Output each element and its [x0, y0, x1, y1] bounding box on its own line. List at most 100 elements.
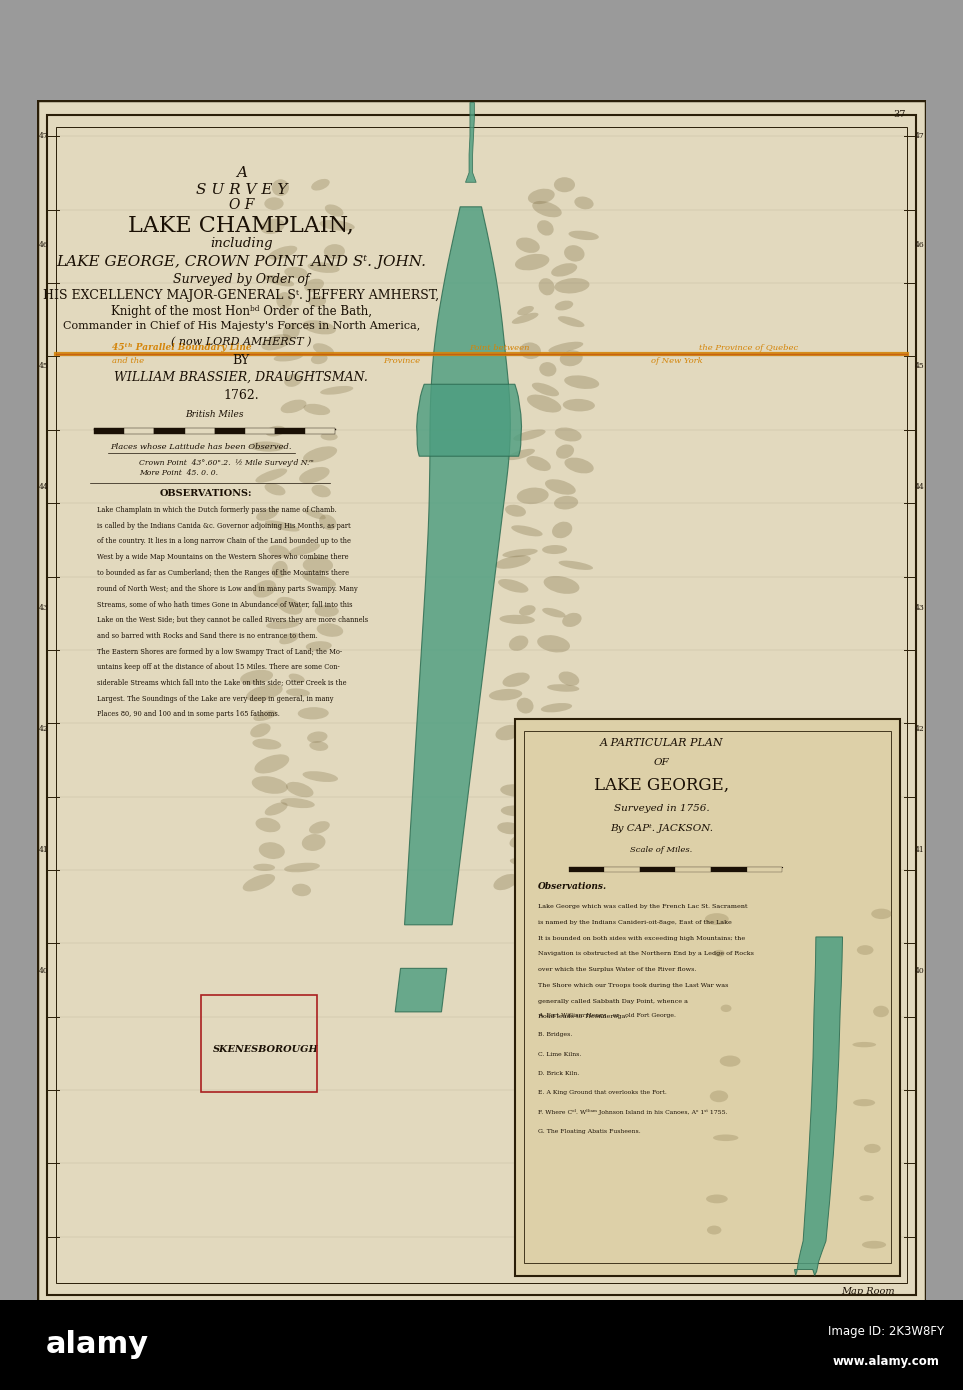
Text: Largest. The Soundings of the Lake are very deep in general, in many: Largest. The Soundings of the Lake are v… [97, 695, 333, 703]
Ellipse shape [872, 909, 892, 919]
Text: Places whose Latitude has been Observed.: Places whose Latitude has been Observed. [111, 443, 292, 452]
Text: Crown Point  43°.60".2.  ½ Mile Survey'd N.ᵐ: Crown Point 43°.60".2. ½ Mile Survey'd N… [139, 459, 314, 467]
Ellipse shape [309, 821, 329, 834]
Bar [569, 867, 605, 872]
Text: Lake on the West Side; but they cannot be called Rivers they are more channels: Lake on the West Side; but they cannot b… [97, 616, 368, 624]
Bar [185, 428, 215, 434]
Ellipse shape [269, 545, 290, 557]
Ellipse shape [253, 863, 275, 872]
Text: Map Room: Map Room [842, 1287, 896, 1295]
Ellipse shape [265, 484, 285, 495]
Text: 44: 44 [39, 484, 48, 491]
Ellipse shape [276, 596, 302, 614]
Ellipse shape [532, 382, 560, 396]
Ellipse shape [273, 353, 303, 361]
Ellipse shape [286, 688, 310, 696]
Text: 46: 46 [915, 242, 924, 249]
Ellipse shape [303, 403, 330, 416]
Ellipse shape [527, 395, 561, 413]
Text: of New York: of New York [651, 357, 703, 366]
Polygon shape [794, 937, 843, 1276]
Ellipse shape [307, 263, 340, 272]
Text: 47: 47 [915, 132, 924, 140]
Text: WILLIAM BRASSIER, DRAUGHTSMAN.: WILLIAM BRASSIER, DRAUGHTSMAN. [115, 371, 368, 384]
Ellipse shape [556, 445, 574, 459]
Text: generally called Sabbath Day Point, whence a: generally called Sabbath Day Point, when… [537, 998, 688, 1004]
Ellipse shape [501, 805, 531, 816]
Ellipse shape [537, 635, 570, 652]
Text: Point between: Point between [469, 343, 530, 352]
Text: Surveyed by Order of: Surveyed by Order of [173, 272, 309, 285]
Ellipse shape [521, 762, 537, 773]
Text: Lake Champlain in which the Dutch formerly pass the name of Chamb.: Lake Champlain in which the Dutch former… [97, 506, 337, 514]
Bar [94, 428, 124, 434]
Ellipse shape [264, 275, 295, 286]
Text: siderable Streams which fall into the Lake on this side; Otter Creek is the: siderable Streams which fall into the La… [97, 678, 347, 687]
Text: of the country. It lies in a long narrow Chain of the Land bounded up to the: of the country. It lies in a long narrow… [97, 538, 351, 545]
Bar [201, 995, 317, 1091]
Ellipse shape [324, 245, 345, 259]
Text: O F: O F [228, 199, 254, 213]
Ellipse shape [503, 549, 537, 557]
Ellipse shape [857, 945, 873, 955]
Text: West by a wide Map Mountains on the Western Shores who combine there: West by a wide Map Mountains on the West… [97, 553, 349, 562]
Ellipse shape [554, 496, 578, 510]
Ellipse shape [574, 196, 593, 210]
Text: A PARTICULAR PLAN: A PARTICULAR PLAN [600, 738, 723, 748]
Ellipse shape [515, 749, 537, 762]
Ellipse shape [311, 353, 327, 364]
Ellipse shape [254, 755, 289, 773]
Ellipse shape [859, 1195, 873, 1201]
Ellipse shape [562, 399, 595, 411]
Text: British Miles: British Miles [185, 410, 244, 418]
Bar [639, 867, 675, 872]
Ellipse shape [261, 334, 292, 350]
Ellipse shape [259, 842, 285, 859]
Ellipse shape [515, 254, 549, 270]
Ellipse shape [253, 580, 276, 598]
Ellipse shape [852, 1042, 876, 1047]
Ellipse shape [311, 485, 330, 498]
Ellipse shape [304, 509, 325, 520]
Ellipse shape [720, 1005, 732, 1012]
Ellipse shape [541, 724, 574, 739]
Ellipse shape [509, 834, 530, 848]
Ellipse shape [496, 724, 521, 741]
Ellipse shape [279, 632, 299, 645]
Text: ( now LORD AMHERST ): ( now LORD AMHERST ) [171, 336, 311, 348]
Polygon shape [417, 384, 522, 456]
Ellipse shape [719, 1055, 741, 1066]
Ellipse shape [280, 798, 315, 808]
Ellipse shape [320, 220, 354, 231]
Ellipse shape [272, 562, 288, 578]
Ellipse shape [284, 374, 301, 386]
Text: 42: 42 [915, 726, 924, 733]
Text: Observations.: Observations. [537, 881, 607, 891]
Ellipse shape [303, 446, 337, 463]
Text: By CAPᵗ. JACKSON.: By CAPᵗ. JACKSON. [610, 824, 713, 833]
Ellipse shape [272, 179, 289, 196]
Ellipse shape [286, 781, 314, 798]
Ellipse shape [545, 805, 581, 816]
Ellipse shape [252, 738, 281, 749]
Ellipse shape [547, 684, 580, 692]
Ellipse shape [873, 1006, 889, 1017]
Ellipse shape [315, 605, 339, 617]
Bar [124, 428, 154, 434]
Text: including: including [210, 238, 273, 250]
Text: 45: 45 [915, 363, 924, 370]
Ellipse shape [284, 267, 307, 278]
Text: LAKE GEORGE, CROWN POINT AND Sᵗ. JOHN.: LAKE GEORGE, CROWN POINT AND Sᵗ. JOHN. [56, 256, 427, 270]
Ellipse shape [564, 245, 585, 261]
Bar [515, 719, 899, 1276]
Text: LAKE CHAMPLAIN,: LAKE CHAMPLAIN, [128, 215, 354, 236]
Ellipse shape [280, 399, 306, 413]
Text: BY: BY [233, 353, 249, 367]
Text: SKENESBOROUGH: SKENESBOROUGH [213, 1045, 319, 1054]
Ellipse shape [493, 874, 518, 890]
Text: 42: 42 [39, 726, 48, 733]
Ellipse shape [558, 316, 585, 327]
Ellipse shape [551, 263, 577, 277]
Bar [274, 428, 304, 434]
Text: www.alamy.com: www.alamy.com [833, 1355, 939, 1368]
